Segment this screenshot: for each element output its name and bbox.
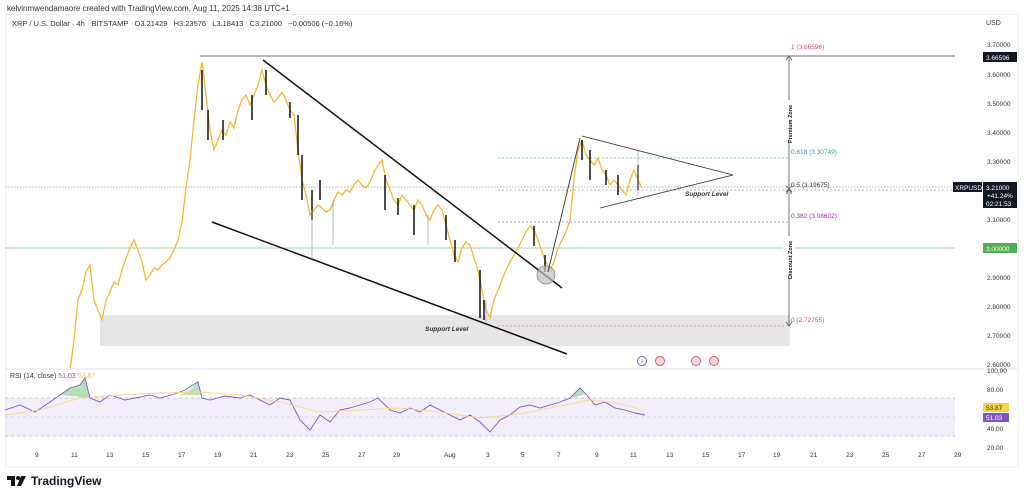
svg-text:20.00: 20.00 [987, 445, 1004, 452]
svg-text:80.00: 80.00 [987, 387, 1004, 394]
svg-text:17: 17 [738, 452, 746, 459]
svg-text:9: 9 [595, 452, 599, 459]
svg-text:+41.24%: +41.24% [987, 193, 1013, 200]
svg-text:51.03: 51.03 [986, 415, 1003, 422]
svg-text:53.87: 53.87 [986, 405, 1003, 412]
tradingview-logo-icon [7, 476, 26, 486]
svg-text:17: 17 [178, 452, 186, 459]
svg-text:25: 25 [322, 452, 330, 459]
symbol-title[interactable]: XRP / U.S. Dollar · 4h · BITSTAMP [12, 19, 129, 28]
rsi-value: 51.03 [58, 373, 76, 380]
premium-zone-label: Premium Zone [788, 105, 794, 143]
svg-text:Aug: Aug [444, 452, 456, 459]
support-level-label-bottom: Support Level [425, 326, 469, 333]
price-axis[interactable]: 3.70000 3.60000 3.50000 3.40000 3.30000 … [987, 42, 1011, 369]
svg-text:7: 7 [557, 452, 561, 459]
svg-text:100.00: 100.00 [987, 368, 1007, 375]
svg-text:3.40000: 3.40000 [987, 130, 1011, 137]
svg-text:40.00: 40.00 [987, 426, 1004, 433]
svg-text:3.66596: 3.66596 [986, 55, 1010, 62]
wedge-lower-trendline[interactable] [211, 221, 568, 355]
us-flag-event-icon [655, 356, 665, 366]
svg-text:9: 9 [35, 452, 39, 459]
breakout-marker[interactable] [536, 265, 556, 285]
rsi-legend: RSI (14, close) 51.03 53.87 [10, 373, 95, 380]
us-flag-event-icon [691, 356, 701, 366]
svg-text:13: 13 [666, 452, 674, 459]
event-icons[interactable]: ⚡ [637, 356, 719, 366]
ohlc-high: H3.23576 [173, 19, 207, 28]
chart-frame[interactable] [5, 14, 1019, 468]
svg-text:15: 15 [142, 452, 150, 459]
svg-text:11: 11 [71, 452, 78, 459]
svg-text:27: 27 [358, 452, 366, 459]
price-candles[interactable] [69, 61, 643, 371]
high-price-tag [983, 52, 1017, 62]
svg-text:3.70000: 3.70000 [987, 42, 1011, 49]
svg-text:⚡: ⚡ [640, 359, 644, 366]
svg-text:3.00000: 3.00000 [986, 246, 1010, 253]
us-flag-event-icon [709, 356, 719, 366]
support-zone [100, 315, 790, 346]
rsi-ma-line[interactable] [4, 391, 646, 419]
ohlc-low: L3.18413 [212, 19, 244, 28]
svg-text:2.70000: 2.70000 [987, 333, 1011, 340]
svg-text:27: 27 [918, 452, 926, 459]
svg-text:3.50000: 3.50000 [987, 101, 1011, 108]
rally-line[interactable] [547, 137, 581, 273]
attribution-text: kelvinmwendamaore created with TradingVi… [7, 4, 290, 13]
svg-text:5: 5 [521, 452, 525, 459]
ohlc-open: O3.21429 [134, 19, 168, 28]
svg-text:21: 21 [250, 452, 258, 459]
svg-text:19: 19 [214, 452, 222, 459]
svg-text:2.90000: 2.90000 [987, 275, 1011, 282]
rsi-axis[interactable]: 100.00 80.00 40.00 20.00 [987, 368, 1007, 452]
svg-text:3: 3 [486, 452, 490, 459]
svg-text:11: 11 [630, 452, 637, 459]
support-level-label-top: Support Level [685, 191, 729, 198]
svg-text:XRPUSD: XRPUSD [955, 185, 982, 192]
svg-text:29: 29 [954, 452, 962, 459]
wedge-upper-trendline[interactable] [262, 59, 563, 289]
rsi-ma-value: 53.87 [77, 373, 96, 380]
svg-text:29: 29 [393, 452, 401, 459]
fib-382-label: 0.382 (3.08602) [791, 213, 837, 220]
ohlc-change: −0.00506 (−0.16%) [288, 19, 353, 28]
fib-0-label: 0 (2.72755) [791, 317, 824, 324]
svg-text:25: 25 [882, 452, 890, 459]
rsi-value-tag [983, 413, 1009, 422]
svg-text:02:21:53: 02:21:53 [986, 201, 1012, 208]
svg-text:23: 23 [286, 452, 294, 459]
svg-text:13: 13 [106, 452, 114, 459]
last-price-tag [983, 182, 1017, 208]
tradingview-brand: TradingView [31, 474, 102, 488]
time-axis[interactable]: 9 11 13 15 17 19 21 23 25 27 29 Aug 3 5 … [35, 452, 962, 459]
symbol-tag [953, 182, 982, 192]
svg-text:2.80000: 2.80000 [987, 304, 1011, 311]
discount-zone-label: Discount Zone [788, 241, 794, 279]
rsi-ma-tag [983, 403, 1009, 412]
svg-text:3.60000: 3.60000 [987, 72, 1011, 79]
tradingview-logo: TradingView [7, 474, 101, 488]
key-level-tag [983, 243, 1017, 253]
svg-text:15: 15 [702, 452, 710, 459]
svg-text:23: 23 [846, 452, 854, 459]
fib-05-label: 0.5 (3.19675) [791, 182, 830, 189]
split-event-icon [637, 356, 647, 366]
svg-text:19: 19 [773, 452, 781, 459]
svg-text:21: 21 [810, 452, 818, 459]
svg-text:3.10000: 3.10000 [987, 217, 1011, 224]
svg-text:3.21000: 3.21000 [986, 185, 1010, 192]
rsi-line[interactable] [4, 376, 646, 433]
svg-text:2.60000: 2.60000 [987, 362, 1011, 369]
ohlc-close: C3.21000 [249, 19, 283, 28]
fib-1-label: 1 (3.66596) [791, 44, 824, 51]
rsi-label[interactable]: RSI (14, close) [10, 373, 57, 380]
fib-618-label: 0.618 (3.30749) [791, 149, 837, 156]
symbol-legend: XRP / U.S. Dollar · 4h · BITSTAMP O3.214… [12, 19, 356, 28]
svg-text:3.30000: 3.30000 [987, 159, 1011, 166]
symmetrical-triangle[interactable] [581, 135, 734, 209]
currency-label[interactable]: USD [986, 20, 1001, 27]
